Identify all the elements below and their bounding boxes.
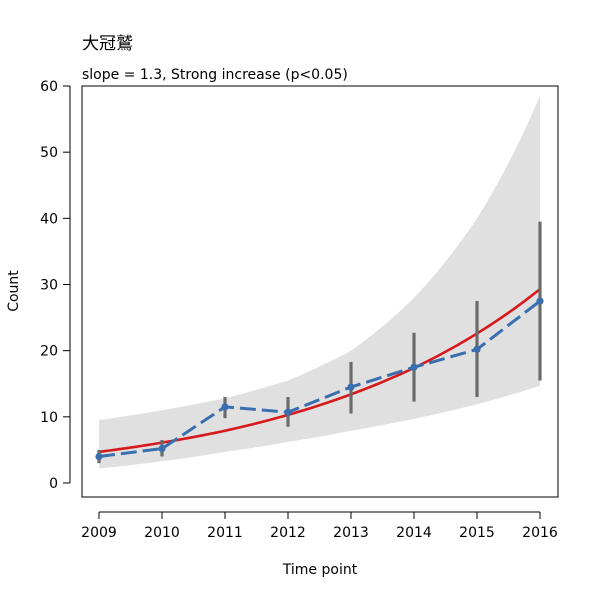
x-tick-label-2010: 2010 (144, 525, 180, 541)
observed-line (98, 299, 541, 459)
y-tick-label-30: 30 (40, 278, 58, 294)
y-axis-label: Count (6, 270, 22, 312)
observed-point-layer (95, 297, 544, 461)
confidence-band (99, 95, 540, 469)
observed-line-layer (98, 299, 541, 459)
observed-point-2012 (284, 408, 292, 416)
y-tick-label-0: 0 (49, 476, 58, 492)
x-tick-label-2011: 2011 (207, 525, 243, 541)
x-tick-label-2009: 2009 (81, 525, 117, 541)
confidence-band-layer (99, 95, 540, 469)
y-tick-label-20: 20 (40, 344, 58, 360)
observed-point-2015 (473, 345, 481, 353)
chart-title: 大冠鷲 (82, 34, 133, 54)
y-tick-label-40: 40 (40, 211, 58, 227)
observed-point-2011 (221, 403, 229, 411)
observed-point-2010 (158, 444, 166, 453)
observed-point-2013 (347, 383, 355, 391)
x-tick-label-2013: 2013 (333, 525, 369, 541)
chart-subtitle: slope = 1.3, Strong increase (p<0.05) (82, 67, 348, 83)
y-axis: 0 10 20 30 40 50 60 (40, 79, 71, 492)
observed-point-2016 (536, 297, 544, 305)
y-tick-label-60: 60 (40, 79, 58, 95)
x-tick-label-2014: 2014 (396, 525, 432, 541)
x-axis: 2009 2010 2011 2012 2013 2014 2015 2016 (81, 511, 558, 541)
x-tick-label-2016: 2016 (522, 525, 558, 541)
plot-frame (81, 85, 559, 498)
x-tick-label-2015: 2015 (459, 525, 495, 541)
x-tick-label-2012: 2012 (270, 525, 306, 541)
observed-point-2009 (95, 452, 103, 461)
x-axis-label: Time point (282, 562, 358, 578)
y-tick-label-10: 10 (40, 410, 58, 426)
observed-point-2014 (410, 363, 418, 371)
y-tick-label-50: 50 (40, 145, 58, 161)
